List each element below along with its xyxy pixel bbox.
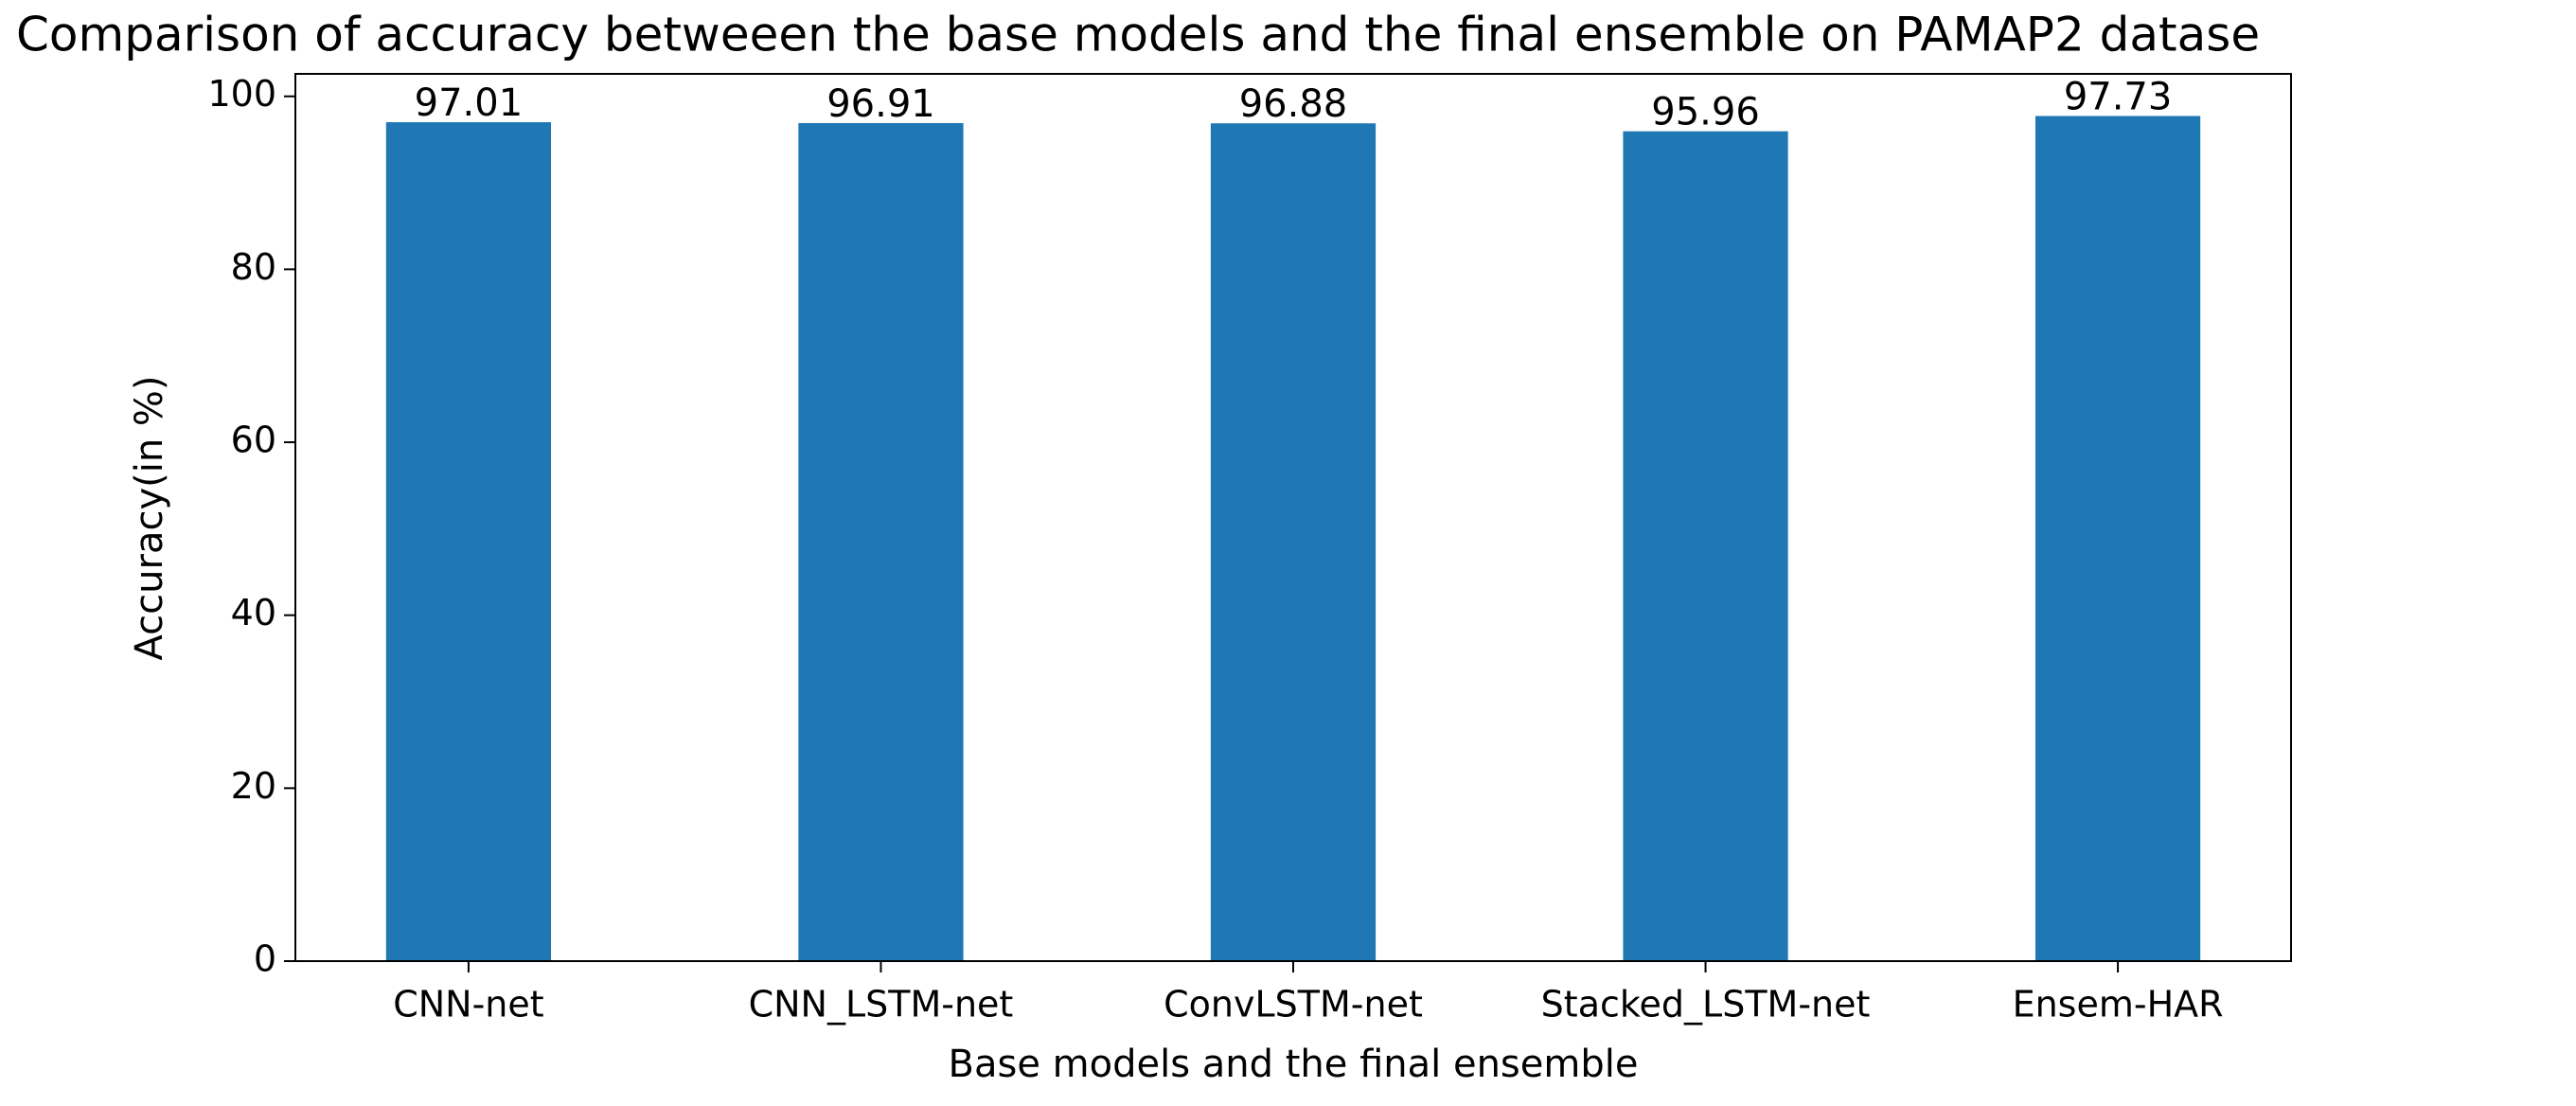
plot-frame bbox=[294, 73, 2292, 962]
value-label: 97.01 bbox=[415, 81, 524, 125]
value-label: 96.88 bbox=[1239, 82, 1348, 126]
y-tick-label: 100 bbox=[207, 73, 276, 115]
x-tick-label: CNN_LSTM-net bbox=[749, 984, 1014, 1026]
x-tick-label: ConvLSTM-net bbox=[1164, 984, 1423, 1026]
y-tick-label: 0 bbox=[254, 938, 276, 980]
y-tick-label: 40 bbox=[231, 592, 276, 633]
bar bbox=[2034, 116, 2201, 962]
y-tick-label: 20 bbox=[231, 765, 276, 807]
x-tick-label: CNN-net bbox=[393, 984, 543, 1026]
value-label: 95.96 bbox=[1651, 91, 1760, 134]
y-tick-label: 60 bbox=[231, 419, 276, 461]
bar bbox=[798, 122, 964, 961]
y-tick-label: 80 bbox=[231, 246, 276, 288]
value-label: 97.73 bbox=[2064, 75, 2173, 118]
bar bbox=[385, 122, 552, 962]
bar bbox=[1210, 123, 1377, 961]
bar bbox=[1623, 131, 1788, 962]
y-axis-label: Accuracy(in %) bbox=[128, 375, 171, 660]
x-axis-label: Base models and the final ensemble bbox=[949, 1043, 1639, 1086]
x-tick-label: Stacked_LSTM-net bbox=[1541, 984, 1871, 1026]
chart-title: Comparison of accuracy betweeen the base… bbox=[16, 8, 2260, 62]
x-tick-label: Ensem-HAR bbox=[2013, 984, 2224, 1026]
value-label: 96.91 bbox=[826, 82, 935, 126]
